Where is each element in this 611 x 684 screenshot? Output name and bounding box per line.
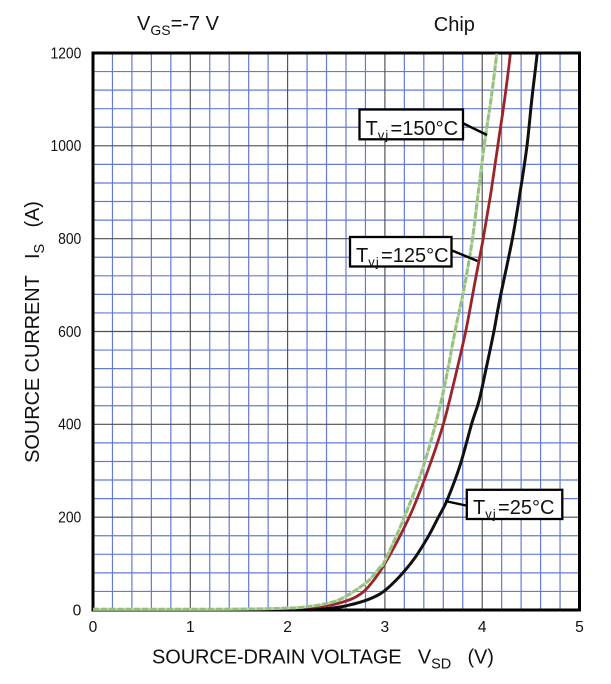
svg-text:3: 3 xyxy=(381,619,390,636)
svg-text:200: 200 xyxy=(58,510,81,527)
svg-text:1: 1 xyxy=(186,619,195,636)
svg-text:Tvj=150°C: Tvj=150°C xyxy=(366,118,459,143)
svg-text:Tvj=25°C: Tvj=25°C xyxy=(473,497,554,522)
svg-text:4: 4 xyxy=(478,619,487,636)
svg-text:1200: 1200 xyxy=(51,45,82,62)
svg-text:VGS=-7 V: VGS=-7 V xyxy=(137,13,220,38)
svg-text:SOURCE CURRENT IS (A): SOURCE CURRENT IS (A) xyxy=(22,201,48,463)
svg-text:1000: 1000 xyxy=(51,138,82,155)
svg-text:600: 600 xyxy=(58,324,81,341)
svg-text:400: 400 xyxy=(58,417,81,434)
svg-text:2: 2 xyxy=(283,619,292,636)
svg-text:Chip: Chip xyxy=(434,14,475,36)
svg-text:5: 5 xyxy=(575,619,584,636)
svg-text:0: 0 xyxy=(73,602,82,619)
svg-text:Tvj=125°C: Tvj=125°C xyxy=(356,245,449,270)
svg-text:800: 800 xyxy=(58,231,81,248)
svg-text:0: 0 xyxy=(89,619,98,636)
